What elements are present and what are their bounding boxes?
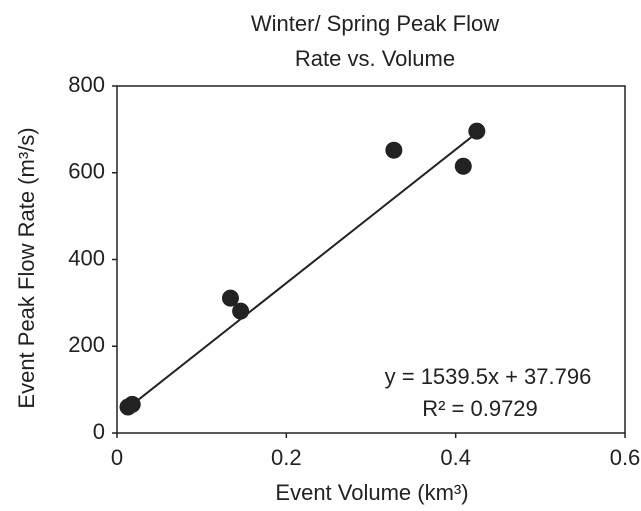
x-tick-label: 0.4 xyxy=(440,445,471,470)
x-axis-label: Event Volume (km³) xyxy=(275,480,468,505)
point xyxy=(232,302,250,320)
x-tick-label: 0.2 xyxy=(271,445,302,470)
y-axis-label: Event Peak Flow Rate (m³/s) xyxy=(14,127,39,408)
y-tick-label: 200 xyxy=(68,332,105,357)
point xyxy=(385,141,403,159)
x-tick-label: 0.6 xyxy=(610,445,641,470)
y-tick-label: 600 xyxy=(68,159,105,184)
x-tick-label: 0 xyxy=(111,445,123,470)
y-tick-label: 800 xyxy=(68,72,105,97)
trendline-equation: y = 1539.5x + 37.796 xyxy=(385,364,592,389)
y-tick-label: 400 xyxy=(68,245,105,270)
point xyxy=(221,289,239,307)
point xyxy=(454,157,472,175)
point xyxy=(123,395,141,413)
point xyxy=(468,122,486,140)
chart-title: Winter/ Spring Peak Flow xyxy=(251,11,499,36)
chart-title: Rate vs. Volume xyxy=(295,46,455,71)
trendline xyxy=(127,132,478,409)
y-tick-label: 0 xyxy=(93,419,105,444)
r-squared: R² = 0.9729 xyxy=(422,396,538,421)
